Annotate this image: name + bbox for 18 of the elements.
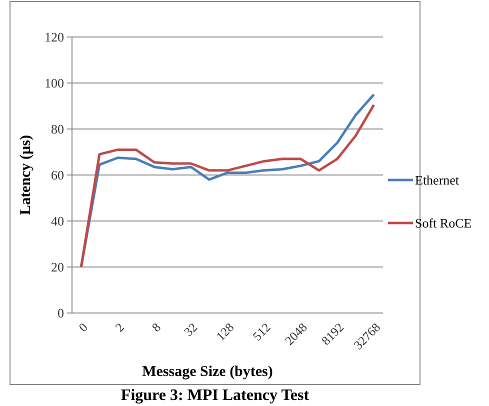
text: Figure 3: MPI Latency Test <box>120 387 310 404</box>
x-axis-title: Message Size (bytes) <box>142 364 273 380</box>
x-tick-label: 0 <box>76 320 90 335</box>
x-tick-label: 2 <box>112 320 127 335</box>
x-tick-label: 8 <box>149 320 164 335</box>
y-tick-label: 40 <box>51 214 64 229</box>
y-axis-title: Latency (µs) <box>18 135 34 215</box>
x-tick-label: 512 <box>250 320 274 344</box>
y-tick-label: 0 <box>58 306 64 321</box>
legend-label: Ethernet <box>415 172 460 188</box>
y-tick-label: 60 <box>51 168 64 183</box>
y-tick-label: 20 <box>51 260 64 275</box>
legend-label: Soft RoCE <box>415 216 472 231</box>
y-tick-label: 80 <box>51 122 64 137</box>
x-tick-label: 128 <box>214 320 237 344</box>
y-tick-label: 100 <box>44 76 64 91</box>
y-tick-label: 120 <box>44 30 64 45</box>
x-tick-label: 32 <box>181 320 200 340</box>
